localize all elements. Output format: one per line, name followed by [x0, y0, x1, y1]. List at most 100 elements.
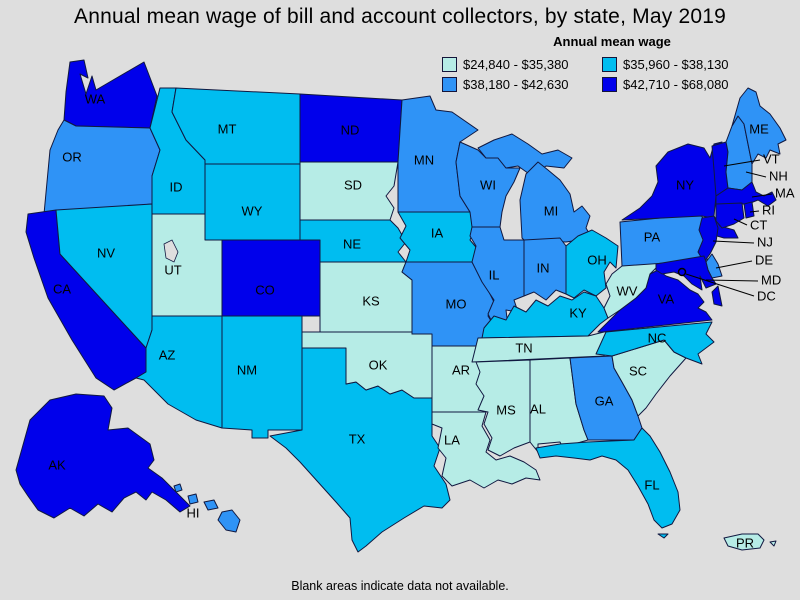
state-label-KY: KY — [569, 305, 587, 320]
state-label-WY: WY — [242, 203, 263, 218]
state-label-AR: AR — [452, 362, 470, 377]
state-label-ID: ID — [170, 179, 183, 194]
legend-swatch-2 — [442, 77, 457, 92]
state-label-DE: DE — [755, 252, 773, 267]
leader-line-MA — [751, 193, 773, 198]
state-PR — [723, 533, 765, 551]
state-MI — [477, 133, 573, 177]
state-RI — [743, 201, 755, 219]
leader-line-DE — [715, 260, 753, 269]
state-VA — [711, 285, 723, 307]
state-label-MS: MS — [496, 402, 516, 417]
figure-title: Annual mean wage of bill and account col… — [74, 5, 726, 28]
state-label-NC: NC — [648, 330, 667, 345]
state-label-CT: CT — [750, 217, 767, 232]
state-label-MD: MD — [761, 272, 781, 287]
state-label-NY: NY — [676, 177, 694, 192]
legend-swatch-3 — [602, 77, 617, 92]
leader-line-CT — [733, 218, 748, 226]
state-label-UT: UT — [164, 262, 181, 277]
state-label-MN: MN — [414, 152, 434, 167]
state-MI — [519, 161, 593, 243]
state-CT — [715, 202, 745, 229]
state-LA — [431, 411, 541, 489]
legend: Annual mean wage $24,840 - $35,380 $35,96… — [442, 34, 782, 92]
state-OH — [565, 229, 619, 299]
state-label-MA: MA — [775, 185, 795, 200]
state-label-SC: SC — [629, 363, 647, 378]
legend-item-1: $35,960 - $38,130 — [602, 57, 782, 72]
state-label-NH: NH — [769, 168, 788, 183]
state-label-FL: FL — [644, 477, 659, 492]
state-NE — [299, 219, 407, 263]
state-NC — [595, 321, 715, 365]
state-label-WV: WV — [617, 283, 638, 298]
legend-label-3: $42,710 - $68,080 — [623, 77, 729, 92]
state-HI — [217, 509, 241, 533]
state-label-NM: NM — [237, 362, 257, 377]
state-label-RI: RI — [762, 202, 775, 217]
state-label-KS: KS — [362, 293, 380, 308]
state-label-MO: MO — [446, 296, 467, 311]
state-label-WI: WI — [480, 177, 496, 192]
state-FL — [657, 533, 669, 539]
state-label-AK: AK — [48, 457, 66, 472]
state-label-MI: MI — [544, 203, 558, 218]
state-label-TN: TN — [515, 340, 532, 355]
state-label-HI: HI — [187, 505, 200, 520]
state-label-IN: IN — [537, 260, 550, 275]
state-label-TX: TX — [349, 431, 366, 446]
state-CO — [221, 239, 321, 317]
state-HI — [203, 499, 219, 511]
state-label-DC: DC — [757, 288, 776, 303]
state-label-WA: WA — [85, 91, 106, 106]
legend-label-2: $38,180 - $42,630 — [463, 77, 569, 92]
leader-line-VT — [723, 159, 761, 167]
state-NJ — [697, 215, 719, 263]
leader-line-DC — [685, 273, 755, 297]
legend-items: $24,840 - $35,380 $35,960 - $38,130 $38,18… — [442, 57, 782, 92]
state-label-SD: SD — [344, 177, 362, 192]
state-DC — [677, 267, 687, 277]
state-label-CA: CA — [53, 281, 71, 296]
leader-line-RI — [749, 210, 760, 213]
state-label-PR: PR — [736, 535, 754, 550]
state-HI — [187, 493, 199, 505]
state-label-AZ: AZ — [159, 347, 176, 362]
legend-label-0: $24,840 - $35,380 — [463, 57, 569, 72]
state-label-OH: OH — [587, 252, 607, 267]
legend-label-1: $35,960 - $38,130 — [623, 57, 729, 72]
state-OR — [43, 119, 161, 215]
state-label-VT: VT — [763, 151, 780, 166]
state-label-NE: NE — [343, 236, 361, 251]
state-label-LA: LA — [444, 432, 460, 447]
legend-item-3: $42,710 - $68,080 — [602, 77, 782, 92]
state-label-NV: NV — [97, 245, 115, 260]
state-label-OK: OK — [369, 357, 388, 372]
state-label-ME: ME — [749, 121, 769, 136]
state-WY — [204, 163, 301, 241]
state-SD — [299, 161, 399, 221]
state-label-CO: CO — [255, 282, 275, 297]
state-NM — [221, 315, 303, 439]
legend-swatch-1 — [602, 57, 617, 72]
legend-title: Annual mean wage — [553, 34, 671, 49]
state-label-NJ: NJ — [757, 234, 773, 249]
great-salt-lake — [163, 239, 179, 263]
state-label-ND: ND — [341, 122, 360, 137]
legend-item-0: $24,840 - $35,380 — [442, 57, 592, 72]
state-label-PA: PA — [644, 229, 661, 244]
state-label-OR: OR — [62, 149, 82, 164]
state-label-MT: MT — [218, 121, 237, 136]
state-label-IL: IL — [489, 267, 500, 282]
leader-line-NJ — [712, 240, 755, 244]
legend-swatch-0 — [442, 57, 457, 72]
leader-line-MD — [705, 279, 759, 282]
state-HI — [173, 483, 183, 493]
state-ME — [731, 87, 787, 165]
legend-item-2: $38,180 - $42,630 — [442, 77, 592, 92]
state-IN — [523, 237, 567, 301]
state-KY — [481, 291, 609, 339]
